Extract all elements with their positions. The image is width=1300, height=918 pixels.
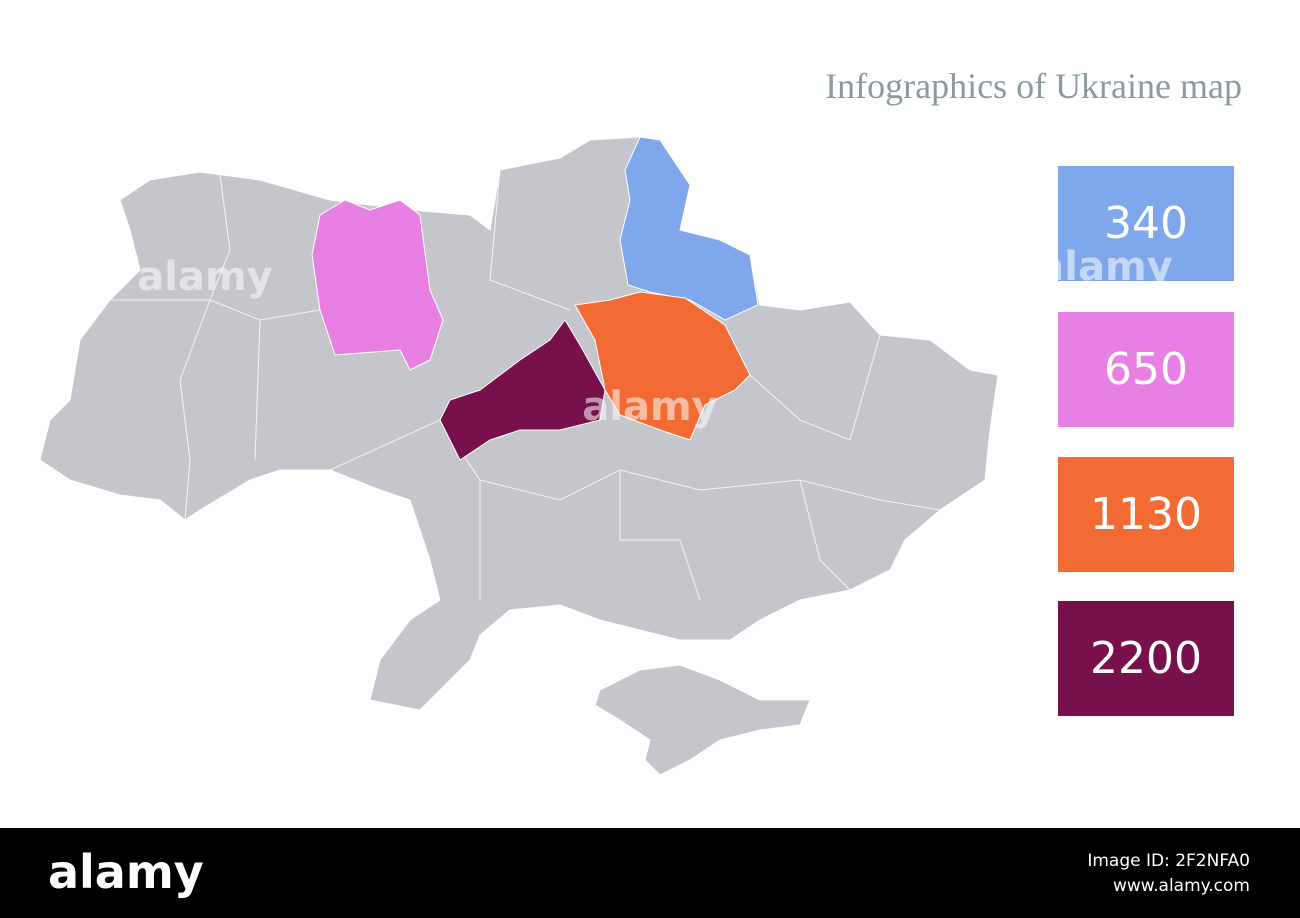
legend-value: 650	[1104, 344, 1188, 395]
legend-box	[1058, 601, 1234, 716]
highlighted-region	[311, 199, 444, 371]
watermark: alamy	[137, 254, 272, 300]
legend-box	[1058, 166, 1234, 281]
footer-url: www.alamy.com	[1113, 876, 1250, 896]
highlighted-region	[439, 319, 606, 461]
footer-image-id: Image ID: 2F2NFA0	[1087, 851, 1250, 871]
title: Infographics of Ukraine map	[825, 66, 1242, 106]
legend-value: 2200	[1090, 633, 1202, 684]
watermark: alamy	[1037, 244, 1172, 290]
legend-value: 340	[1104, 198, 1188, 249]
crimea	[594, 664, 811, 776]
highlighted-region	[574, 291, 751, 441]
legend-value: 1130	[1090, 489, 1202, 540]
legend-box	[1058, 457, 1234, 572]
ukraine-map	[39, 136, 999, 776]
footer-logo: alamy	[48, 845, 204, 899]
watermark: alamy	[582, 384, 717, 430]
highlighted-region	[619, 136, 759, 321]
footer-bar	[0, 828, 1300, 918]
legend-box	[1058, 312, 1234, 427]
